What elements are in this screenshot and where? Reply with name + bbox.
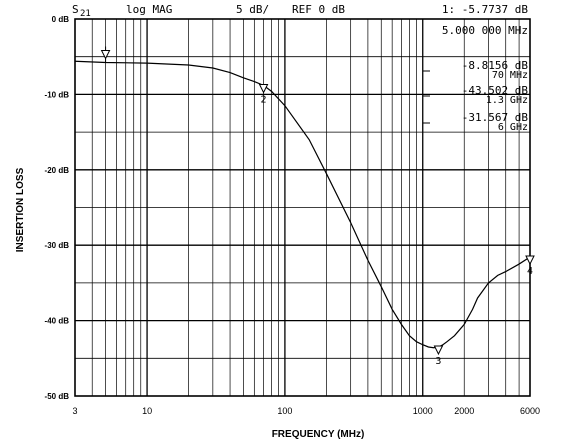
param-label: S [72, 3, 79, 16]
marker-triangle [258, 83, 269, 94]
x-tick-label: 6000 [520, 406, 540, 416]
marker2-readout-group: -8.8156 dB 70 MHz [462, 59, 529, 81]
y-tick-label: -40 dB [45, 317, 70, 326]
tick-labels: 3 10 100 1000 2000 6000 0 dB -10 dB -20 dB -30 dB… [45, 15, 540, 416]
marker-layer: 2 3 4 [100, 46, 535, 367]
trace-layer [74, 60, 531, 349]
marker3-value: -43.502 dB [462, 84, 529, 97]
y-tick-label: 0 dB [52, 15, 70, 24]
marker4-readout-group: -31.567 dB 6 GHz [462, 111, 529, 133]
x-axis-label: FREQUENCY (MHz) [272, 429, 365, 440]
marker2-frequency: 70 MHz [492, 70, 528, 81]
major-grid [75, 19, 530, 396]
scale-label: 5 dB/ [236, 3, 269, 16]
x-tick-label: 3 [72, 406, 77, 416]
marker-number: 3 [435, 356, 441, 367]
marker4-value: -31.567 dB [462, 111, 529, 124]
marker4-frequency: 6 GHz [498, 122, 528, 133]
marker-triangle [525, 255, 535, 266]
y-tick-label: -30 dB [45, 241, 70, 250]
marker1-frequency: 5.000 000 MHz [442, 24, 528, 37]
y-tick-label: -20 dB [45, 166, 70, 175]
x-tick-label: 100 [277, 406, 292, 416]
minor-grid [75, 19, 530, 396]
reference-label: REF 0 dB [292, 3, 345, 16]
plot-frame [74, 18, 531, 397]
param-subscript: 21 [80, 9, 91, 19]
x-tick-label: 10 [142, 406, 152, 416]
marker1-triangle [100, 50, 111, 60]
format-label: log MAG [126, 3, 172, 16]
x-tick-label: 2000 [454, 406, 474, 416]
marker3-frequency: 1.3 GHz [486, 95, 528, 106]
insertion-loss-trace [74, 60, 531, 349]
y-tick-label: -50 dB [45, 392, 70, 401]
y-tick-label: -10 dB [45, 90, 70, 99]
y-axis-label: INSERTION LOSS [15, 167, 26, 252]
marker1-readout: 1: -5.7737 dB [442, 3, 528, 16]
marker-number: 4 [527, 266, 533, 277]
x-tick-label: 1000 [413, 406, 433, 416]
marker-number: 2 [261, 94, 267, 105]
marker3-readout-group: -43.502 dB 1.3 GHz [462, 84, 529, 106]
marker-triangle [433, 345, 444, 356]
marker2-value: -8.8156 dB [462, 59, 529, 72]
